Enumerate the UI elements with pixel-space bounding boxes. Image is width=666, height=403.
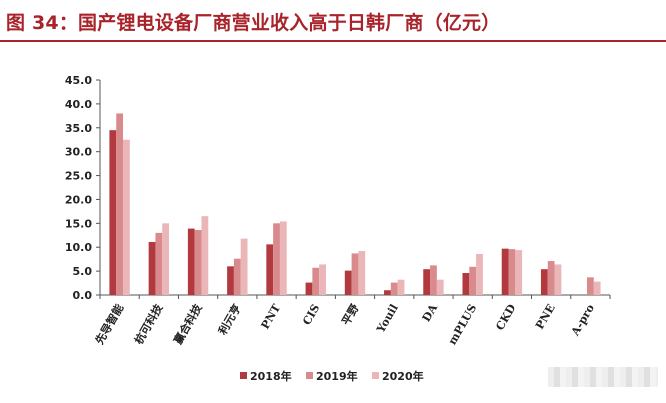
legend-swatch-2019年	[306, 372, 313, 379]
bar-赢合科技-2018年	[187, 228, 195, 295]
bar-mPLUS-2019年	[469, 266, 477, 295]
chart-legend: 2018年 2019年 2020年	[240, 369, 424, 383]
bar-先导智能-2018年	[109, 130, 117, 295]
bar-CIS-2018年	[305, 282, 313, 295]
x-tick-label: 先导智能	[92, 302, 126, 347]
bar-杭可科技-2020年	[162, 223, 170, 295]
bar-利元亨-2019年	[233, 258, 241, 295]
x-tick-label: Youil	[374, 302, 401, 336]
bar-mPLUS-2020年	[476, 253, 483, 295]
x-tick-label: PNE	[533, 302, 558, 332]
bar-DA-2018年	[423, 269, 431, 295]
bar-DA-2020年	[436, 279, 444, 295]
y-tick-label: 40.0	[65, 98, 92, 111]
bar-Youil-2019年	[390, 282, 398, 295]
bar-A-pro-2019年	[586, 277, 594, 295]
y-tick-label: 25.0	[65, 170, 92, 183]
bar-利元亨-2018年	[227, 266, 234, 295]
y-tick-label: 45.0	[65, 74, 92, 87]
x-tick-label: DA	[420, 302, 441, 325]
x-tick-label: 赢合科技	[171, 301, 206, 347]
x-tick-label: 平野	[339, 302, 361, 328]
bar-利元亨-2020年	[240, 238, 248, 295]
y-tick-label: 35.0	[65, 122, 92, 135]
y-tick-label: 30.0	[65, 146, 92, 159]
bar-赢合科技-2020年	[201, 216, 209, 295]
y-tick-label: 5.0	[73, 265, 93, 278]
x-tick-label: PNT	[259, 301, 284, 331]
bar-平野-2018年	[344, 270, 352, 295]
chart-bars	[99, 113, 611, 299]
bar-Youil-2020年	[397, 279, 405, 295]
chart-title: 图 34：国产锂电设备厂商营业收入高于日韩厂商（亿元）	[6, 12, 501, 34]
legend-label: 2020年	[382, 369, 424, 383]
x-tick-label: mPLUS	[446, 302, 480, 347]
y-tick-label: 20.0	[65, 193, 92, 206]
bar-平野-2020年	[358, 251, 366, 295]
y-tick-label: 10.0	[65, 241, 92, 254]
y-tick-label: 15.0	[65, 217, 92, 230]
bar-PNT-2019年	[273, 223, 280, 295]
bar-CKD-2020年	[515, 250, 523, 295]
legend-label: 2019年	[316, 369, 358, 383]
legend-swatch-2018年	[240, 372, 247, 379]
title-divider	[0, 40, 666, 42]
bar-赢合科技-2019年	[194, 230, 202, 295]
bar-CKD-2018年	[501, 248, 509, 295]
x-tick-label: A-pro	[568, 302, 597, 339]
x-tick-label: CKD	[493, 302, 518, 333]
bar-杭可科技-2018年	[148, 241, 156, 295]
watermark-blur	[548, 367, 658, 387]
bar-A-pro-2020年	[593, 281, 601, 295]
y-tick-label: 0.0	[73, 289, 93, 302]
legend-swatch-2020年	[372, 372, 379, 379]
bar-PNT-2018年	[266, 244, 274, 295]
x-tick-label: 利元亨	[215, 302, 244, 338]
bar-先导智能-2019年	[116, 113, 124, 295]
bar-PNE-2020年	[554, 264, 562, 295]
legend-label: 2018年	[250, 369, 292, 383]
bar-mPLUS-2018年	[462, 273, 470, 295]
bar-Youil-2018年	[384, 290, 391, 295]
bar-平野-2019年	[351, 253, 359, 295]
bar-DA-2019年	[430, 265, 437, 295]
bar-PNE-2019年	[547, 261, 555, 295]
bar-CIS-2020年	[319, 264, 326, 295]
bar-先导智能-2020年	[123, 139, 130, 295]
x-tick-label: 杭可科技	[131, 301, 166, 347]
bar-PNT-2020年	[279, 221, 287, 295]
bar-CIS-2019年	[312, 267, 320, 295]
y-axis-ticks: 0.0 5.0 10.0 15.0 20.0 25.0 30.0 35.0 40.0 45.0	[65, 74, 100, 302]
x-axis-ticks: 先导智能 杭可科技 赢合科技 利元亨 PNT CIS 平野 Youil DA mPLUS CKD PN…	[92, 301, 597, 347]
bar-CKD-2019年	[508, 249, 516, 295]
x-tick-label: CIS	[300, 302, 322, 327]
bar-PNE-2018年	[540, 269, 548, 295]
bar-杭可科技-2019年	[155, 232, 163, 295]
